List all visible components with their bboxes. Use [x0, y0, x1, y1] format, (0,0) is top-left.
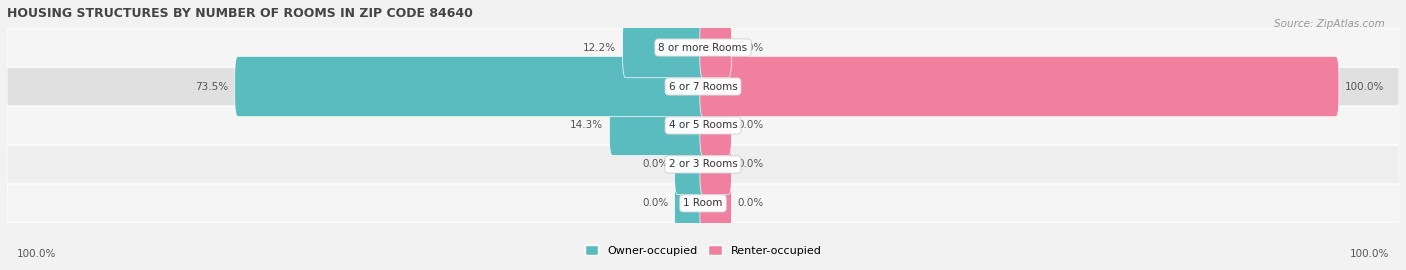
FancyBboxPatch shape: [7, 67, 1399, 106]
Text: 73.5%: 73.5%: [195, 82, 228, 92]
FancyBboxPatch shape: [7, 184, 1399, 223]
Text: 0.0%: 0.0%: [738, 198, 763, 208]
FancyBboxPatch shape: [700, 95, 731, 156]
Text: 0.0%: 0.0%: [738, 43, 763, 53]
FancyBboxPatch shape: [700, 56, 1339, 117]
FancyBboxPatch shape: [7, 145, 1399, 184]
Text: 0.0%: 0.0%: [738, 159, 763, 170]
Text: HOUSING STRUCTURES BY NUMBER OF ROOMS IN ZIP CODE 84640: HOUSING STRUCTURES BY NUMBER OF ROOMS IN…: [7, 7, 472, 20]
FancyBboxPatch shape: [609, 95, 706, 156]
FancyBboxPatch shape: [700, 173, 731, 234]
FancyBboxPatch shape: [7, 28, 1399, 67]
Text: Source: ZipAtlas.com: Source: ZipAtlas.com: [1274, 19, 1385, 29]
Text: 6 or 7 Rooms: 6 or 7 Rooms: [669, 82, 737, 92]
Legend: Owner-occupied, Renter-occupied: Owner-occupied, Renter-occupied: [581, 241, 825, 260]
Text: 100.0%: 100.0%: [1346, 82, 1385, 92]
FancyBboxPatch shape: [675, 134, 706, 195]
Text: 100.0%: 100.0%: [17, 249, 56, 259]
Text: 1 Room: 1 Room: [683, 198, 723, 208]
FancyBboxPatch shape: [700, 17, 731, 78]
Text: 0.0%: 0.0%: [643, 159, 668, 170]
FancyBboxPatch shape: [623, 17, 706, 78]
Text: 0.0%: 0.0%: [738, 120, 763, 130]
Text: 4 or 5 Rooms: 4 or 5 Rooms: [669, 120, 737, 130]
FancyBboxPatch shape: [235, 56, 706, 117]
Text: 8 or more Rooms: 8 or more Rooms: [658, 43, 748, 53]
Text: 12.2%: 12.2%: [583, 43, 616, 53]
FancyBboxPatch shape: [700, 134, 731, 195]
Text: 0.0%: 0.0%: [643, 198, 668, 208]
FancyBboxPatch shape: [675, 173, 706, 234]
Text: 100.0%: 100.0%: [1350, 249, 1389, 259]
FancyBboxPatch shape: [7, 106, 1399, 145]
Text: 14.3%: 14.3%: [569, 120, 603, 130]
Text: 2 or 3 Rooms: 2 or 3 Rooms: [669, 159, 737, 170]
